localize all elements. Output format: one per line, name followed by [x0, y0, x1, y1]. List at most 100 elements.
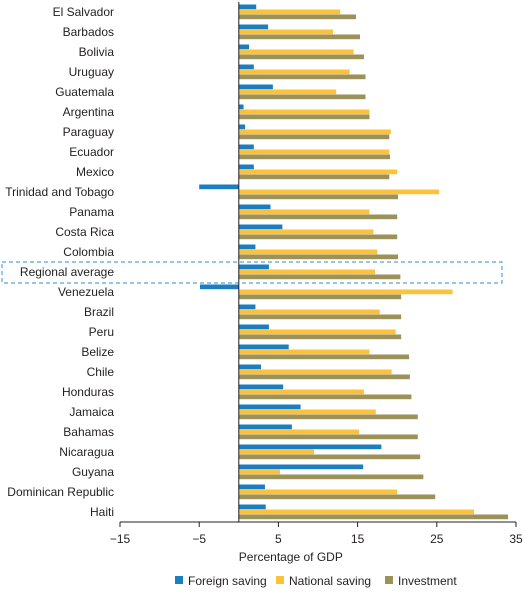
legend-label-national-saving: National saving	[289, 574, 371, 588]
bar-foreign-saving-guatemala	[238, 84, 273, 90]
x-axis-title: Percentage of GDP	[239, 550, 343, 564]
category-label-dominican-republic: Dominican Republic	[7, 485, 114, 499]
bar-national-saving-nicaragua	[238, 449, 315, 455]
category-label-brazil: Brazil	[84, 305, 114, 319]
bar-investment-jamaica	[238, 414, 418, 420]
category-label-trinidad-and-tobago: Trinidad and Tobago	[5, 185, 114, 199]
legend-label-investment: Investment	[398, 574, 457, 588]
bar-investment-costa-rica	[238, 234, 398, 240]
bar-national-saving-honduras	[238, 389, 364, 395]
bar-investment-uruguay	[238, 74, 366, 80]
bar-national-saving-panama	[238, 209, 370, 215]
category-label-el-salvador: El Salvador	[53, 5, 114, 19]
category-label-guatemala: Guatemala	[55, 85, 114, 99]
bar-foreign-saving-barbados	[238, 24, 269, 30]
bar-investment-mexico	[238, 174, 390, 180]
bar-national-saving-guatemala	[238, 89, 337, 95]
bar-investment-paraguay	[238, 134, 390, 140]
bar-investment-guyana	[238, 474, 424, 480]
bar-national-saving-uruguay	[238, 69, 350, 75]
bar-national-saving-peru	[238, 329, 396, 335]
bar-investment-venezuela	[238, 294, 402, 300]
x-tick-label-4: 25	[430, 532, 444, 546]
bar-investment-panama	[238, 214, 398, 220]
bar-foreign-saving-bahamas	[238, 424, 292, 430]
category-label-chile: Chile	[87, 365, 115, 379]
bar-investment-guatemala	[238, 94, 366, 100]
bar-foreign-saving-colombia	[238, 244, 256, 250]
bar-national-saving-bolivia	[238, 49, 354, 55]
category-label-bolivia: Bolivia	[79, 45, 115, 59]
bar-national-saving-colombia	[238, 249, 378, 255]
bar-national-saving-chile	[238, 369, 392, 375]
category-label-regional-average: Regional average	[20, 265, 114, 279]
bar-national-saving-el-salvador	[238, 9, 341, 15]
x-tick-label-0: −15	[110, 532, 131, 546]
category-label-honduras: Honduras	[62, 385, 114, 399]
bar-investment-el-salvador	[238, 14, 357, 20]
bar-foreign-saving-mexico	[238, 164, 254, 170]
bar-investment-ecuador	[238, 154, 391, 160]
bar-foreign-saving-bolivia	[238, 44, 250, 50]
bar-national-saving-ecuador	[238, 149, 390, 155]
bar-foreign-saving-peru	[238, 324, 269, 330]
category-label-guyana: Guyana	[72, 465, 114, 479]
legend-swatch-national-saving	[276, 576, 284, 584]
bar-national-saving-regional-average	[238, 269, 376, 275]
bar-foreign-saving-nicaragua	[238, 444, 382, 450]
x-tick-label-5: 35	[509, 532, 523, 546]
bar-foreign-saving-regional-average	[238, 264, 269, 270]
legend-label-foreign-saving: Foreign saving	[188, 574, 267, 588]
bar-investment-argentina	[238, 114, 370, 120]
bar-investment-trinidad-and-tobago	[238, 194, 398, 200]
bar-investment-colombia	[238, 254, 398, 260]
bar-investment-bolivia	[238, 54, 364, 60]
category-label-paraguay: Paraguay	[63, 125, 114, 139]
bar-foreign-saving-paraguay	[238, 124, 246, 130]
category-label-jamaica: Jamaica	[69, 405, 114, 419]
bar-foreign-saving-jamaica	[238, 404, 301, 410]
bar-national-saving-dominican-republic	[238, 489, 398, 495]
bar-foreign-saving-brazil	[238, 304, 256, 310]
category-label-ecuador: Ecuador	[69, 145, 114, 159]
category-label-peru: Peru	[89, 325, 114, 339]
category-label-bahamas: Bahamas	[63, 425, 114, 439]
bar-foreign-saving-trinidad-and-tobago	[199, 184, 239, 190]
category-label-colombia: Colombia	[63, 245, 114, 259]
bar-national-saving-barbados	[238, 29, 334, 35]
category-label-venezuela: Venezuela	[58, 285, 114, 299]
bar-foreign-saving-belize	[238, 344, 289, 350]
bar-national-saving-venezuela	[238, 289, 453, 295]
legend-swatch-foreign-saving	[175, 576, 183, 584]
category-label-uruguay: Uruguay	[69, 65, 114, 79]
bar-investment-dominican-republic	[238, 494, 436, 500]
bar-national-saving-argentina	[238, 109, 370, 115]
bar-investment-brazil	[238, 314, 402, 320]
category-label-haiti: Haiti	[90, 505, 114, 519]
bar-national-saving-paraguay	[238, 129, 391, 135]
bar-national-saving-mexico	[238, 169, 398, 175]
bar-foreign-saving-el-salvador	[238, 4, 257, 10]
bar-investment-peru	[238, 334, 402, 340]
bar-foreign-saving-guyana	[238, 464, 364, 470]
bar-investment-chile	[238, 374, 410, 380]
bar-national-saving-belize	[238, 349, 370, 355]
bar-national-saving-jamaica	[238, 409, 376, 415]
bar-national-saving-brazil	[238, 309, 380, 315]
bar-foreign-saving-honduras	[238, 384, 284, 390]
bar-national-saving-haiti	[238, 509, 475, 515]
x-tick-label-3: 15	[351, 532, 365, 546]
category-label-belize: Belize	[81, 345, 114, 359]
category-label-costa-rica: Costa Rica	[55, 225, 114, 239]
bar-foreign-saving-ecuador	[238, 144, 254, 150]
bar-foreign-saving-dominican-republic	[238, 484, 265, 490]
bar-investment-honduras	[238, 394, 412, 400]
category-label-mexico: Mexico	[76, 165, 114, 179]
bar-investment-barbados	[238, 34, 360, 40]
bar-foreign-saving-argentina	[238, 104, 244, 110]
bar-foreign-saving-panama	[238, 204, 271, 210]
legend-swatch-investment	[385, 576, 393, 584]
bar-investment-haiti	[238, 514, 509, 520]
